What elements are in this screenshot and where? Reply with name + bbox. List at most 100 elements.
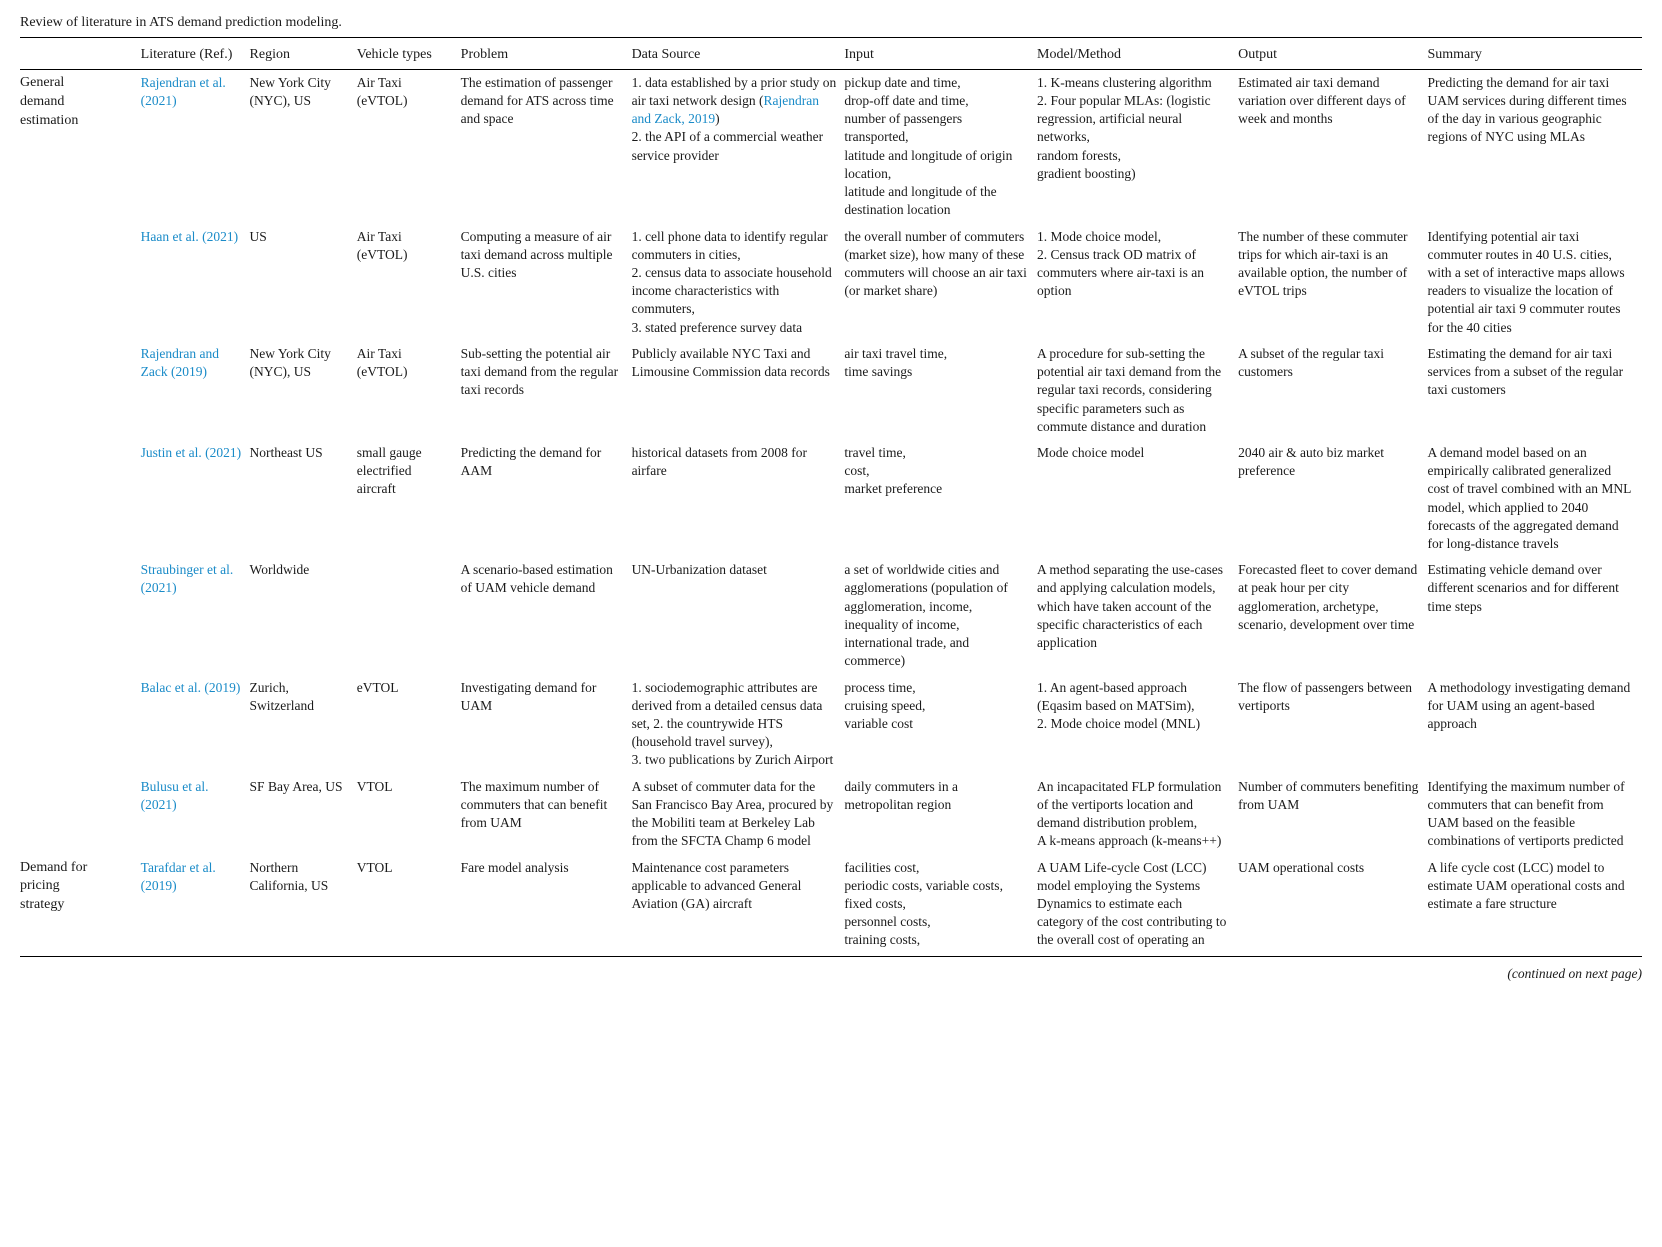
cell-method: A UAM Life-cycle Cost (LCC) model employ… — [1037, 855, 1238, 954]
cell-source: 1. cell phone data to identify regular c… — [632, 224, 845, 341]
cell-input: pickup date and time,drop-off date and t… — [844, 69, 1037, 223]
cell-input: air taxi travel time,time savings — [844, 341, 1037, 440]
col-header-6: Input — [844, 42, 1037, 69]
col-header-5: Data Source — [632, 42, 845, 69]
cell-output: The flow of passengers between vertiport… — [1238, 675, 1427, 774]
cell-method: Mode choice model — [1037, 440, 1238, 557]
page-root: Review of literature in ATS demand predi… — [0, 0, 1662, 1013]
table-caption: Review of literature in ATS demand predi… — [20, 14, 1642, 33]
cell-vehicle: VTOL — [357, 855, 461, 954]
cell-region: Zurich, Switzerland — [250, 675, 357, 774]
cell-summary: A life cycle cost (LCC) model to estimat… — [1427, 855, 1642, 954]
cell-input: daily commuters in a metropolitan region — [844, 774, 1037, 855]
cell-vehicle: small gauge electrified aircraft — [357, 440, 461, 557]
inline-ref-link[interactable]: Rajendran and Zack, 2019 — [632, 93, 819, 126]
cell-source: Publicly available NYC Taxi and Limousin… — [632, 341, 845, 440]
cell-output: Number of commuters benefiting from UAM — [1238, 774, 1427, 855]
cell-vehicle: VTOL — [357, 774, 461, 855]
cell-problem: The estimation of passenger demand for A… — [461, 69, 632, 223]
cell-input: the overall number of commuters (market … — [844, 224, 1037, 341]
cell-region: Northern California, US — [250, 855, 357, 954]
cell-problem: A scenario-based estimation of UAM vehic… — [461, 557, 632, 674]
col-header-2: Region — [250, 42, 357, 69]
cell-region: New York City (NYC), US — [250, 341, 357, 440]
bottom-rule — [20, 956, 1642, 957]
group-label: Demand forpricingstrategy — [20, 855, 141, 954]
cell-method: 1. An agent-based approach (Eqasim based… — [1037, 675, 1238, 774]
cell-vehicle: Air Taxi (eVTOL) — [357, 69, 461, 223]
table-head: Literature (Ref.)RegionVehicle typesProb… — [20, 42, 1642, 69]
ref-link[interactable]: Justin et al. (2021) — [141, 445, 242, 460]
cell-summary: A methodology investigating demand for U… — [1427, 675, 1642, 774]
cell-problem: Investigating demand for UAM — [461, 675, 632, 774]
continued-note: (continued on next page) — [20, 965, 1642, 983]
ref-link[interactable]: Balac et al. (2019) — [141, 680, 241, 695]
cell-source: 1. sociodemographic attributes are deriv… — [632, 675, 845, 774]
cell-region: Worldwide — [250, 557, 357, 674]
col-header-9: Summary — [1427, 42, 1642, 69]
cell-method: An incapacitated FLP formulation of the … — [1037, 774, 1238, 855]
ref-link[interactable]: Tarafdar et al. (2019) — [141, 860, 216, 893]
col-header-3: Vehicle types — [357, 42, 461, 69]
cell-output: Estimated air taxi demand variation over… — [1238, 69, 1427, 223]
cell-ref: Justin et al. (2021) — [141, 440, 250, 557]
literature-table: Literature (Ref.)RegionVehicle typesProb… — [20, 42, 1642, 954]
table-body: GeneraldemandestimationRajendran et al. … — [20, 69, 1642, 953]
cell-region: New York City (NYC), US — [250, 69, 357, 223]
cell-summary: Identifying potential air taxi commuter … — [1427, 224, 1642, 341]
cell-ref: Rajendran and Zack (2019) — [141, 341, 250, 440]
cell-source: UN-Urbanization dataset — [632, 557, 845, 674]
cell-region: US — [250, 224, 357, 341]
cell-problem: Computing a measure of air taxi demand a… — [461, 224, 632, 341]
cell-ref: Tarafdar et al. (2019) — [141, 855, 250, 954]
table-row: Justin et al. (2021) Northeast USsmall ga… — [20, 440, 1642, 557]
cell-ref: Bulusu et al. (2021) — [141, 774, 250, 855]
cell-source: historical datasets from 2008 for airfar… — [632, 440, 845, 557]
cell-source: 1. data established by a prior study on … — [632, 69, 845, 223]
col-header-4: Problem — [461, 42, 632, 69]
cell-output: Forecasted fleet to cover demand at peak… — [1238, 557, 1427, 674]
cell-summary: Estimating the demand for air taxi servi… — [1427, 341, 1642, 440]
cell-problem: Sub-setting the potential air taxi deman… — [461, 341, 632, 440]
cell-method: A method separating the use-cases and ap… — [1037, 557, 1238, 674]
cell-input: facilities cost,periodic costs, variable… — [844, 855, 1037, 954]
table-row: Straubinger et al. (2021) Worldwide A scen… — [20, 557, 1642, 674]
ref-link[interactable]: Haan et al. (2021) — [141, 229, 238, 244]
cell-output: The number of these commuter trips for w… — [1238, 224, 1427, 341]
table-row: Haan et al. (2021)USAir Taxi (eVTOL)Comp… — [20, 224, 1642, 341]
table-head-row: Literature (Ref.)RegionVehicle typesProb… — [20, 42, 1642, 69]
cell-method: 1. K-means clustering algorithm2. Four p… — [1037, 69, 1238, 223]
col-header-0 — [20, 42, 141, 69]
table-row: Demand forpricingstrategyTarafdar et al.… — [20, 855, 1642, 954]
table-row: Balac et al. (2019) Zurich, SwitzerlandeV… — [20, 675, 1642, 774]
cell-input: process time,cruising speed,variable cos… — [844, 675, 1037, 774]
ref-link[interactable]: Rajendran et al. (2021) — [141, 75, 226, 108]
table-row: Rajendran and Zack (2019) New York City (… — [20, 341, 1642, 440]
col-header-1: Literature (Ref.) — [141, 42, 250, 69]
cell-input: a set of worldwide cities and agglomerat… — [844, 557, 1037, 674]
cell-method: 1. Mode choice model,2. Census track OD … — [1037, 224, 1238, 341]
cell-output: 2040 air & auto biz market preference — [1238, 440, 1427, 557]
col-header-8: Output — [1238, 42, 1427, 69]
cell-region: Northeast US — [250, 440, 357, 557]
cell-output: A subset of the regular taxi customers — [1238, 341, 1427, 440]
cell-source: A subset of commuter data for the San Fr… — [632, 774, 845, 855]
group-label: Generaldemandestimation — [20, 69, 141, 854]
cell-ref: Balac et al. (2019) — [141, 675, 250, 774]
ref-link[interactable]: Bulusu et al. (2021) — [141, 779, 209, 812]
cell-method: A procedure for sub-setting the potentia… — [1037, 341, 1238, 440]
cell-input: travel time,cost,market preference — [844, 440, 1037, 557]
top-rule — [20, 37, 1642, 38]
cell-vehicle: eVTOL — [357, 675, 461, 774]
table-row: Bulusu et al. (2021)SF Bay Area, USVTOLT… — [20, 774, 1642, 855]
cell-output: UAM operational costs — [1238, 855, 1427, 954]
cell-ref: Straubinger et al. (2021) — [141, 557, 250, 674]
table-row: GeneraldemandestimationRajendran et al. … — [20, 69, 1642, 223]
cell-vehicle — [357, 557, 461, 674]
col-header-7: Model/Method — [1037, 42, 1238, 69]
cell-summary: Predicting the demand for air taxi UAM s… — [1427, 69, 1642, 223]
ref-link[interactable]: Straubinger et al. (2021) — [141, 562, 234, 595]
ref-link[interactable]: Rajendran and Zack (2019) — [141, 346, 219, 379]
cell-summary: Identifying the maximum number of commut… — [1427, 774, 1642, 855]
cell-problem: Predicting the demand for AAM — [461, 440, 632, 557]
